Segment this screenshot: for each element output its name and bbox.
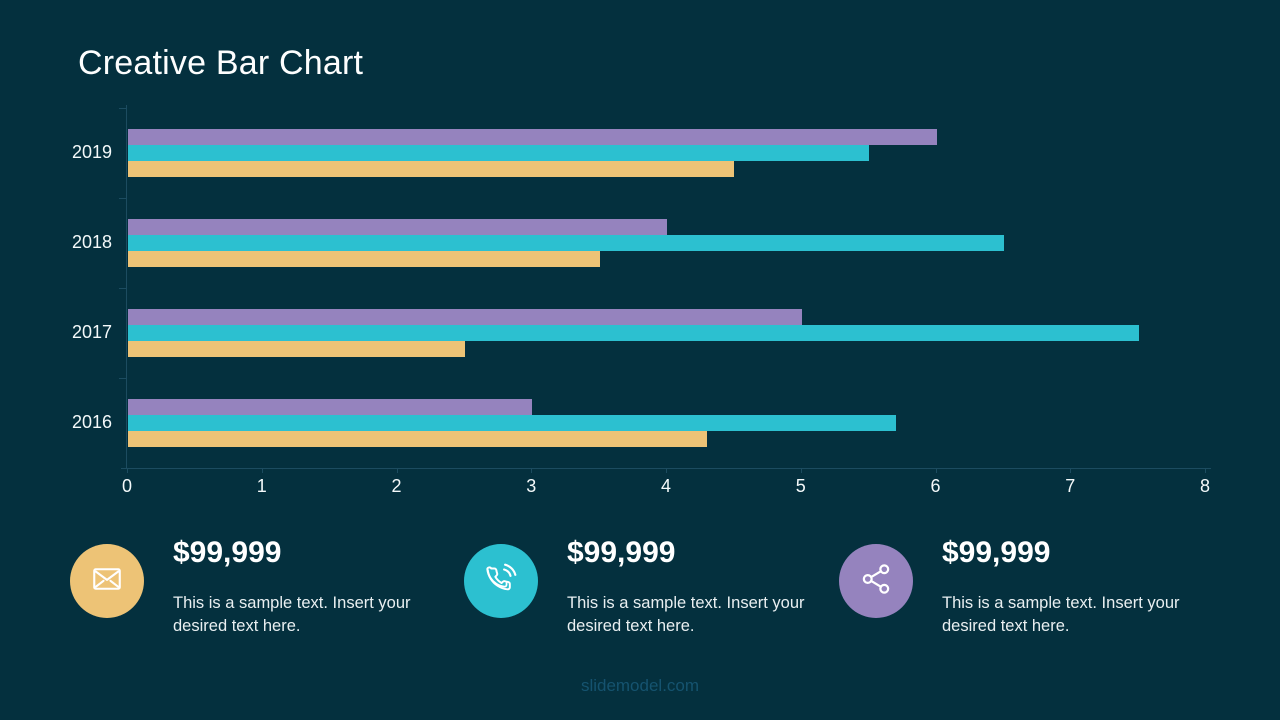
bar-series-orange-2018 [128,251,600,267]
x-axis-label-8: 8 [1199,476,1210,496]
y-axis-label-2016: 2016 [71,412,112,432]
bar-series-orange-2019 [128,161,735,177]
stat-description: This is a sample text. Insert your desir… [942,594,1180,636]
x-axis-label-6: 6 [930,476,941,496]
y-axis-label-2017: 2017 [71,322,112,342]
y-axis-label-2018: 2018 [71,232,112,252]
x-axis-tick [1205,469,1206,473]
chart-y-axis-line [126,105,127,468]
bar-series-purple-2018 [128,219,667,235]
x-axis-tick [1070,469,1072,473]
bar-series-teal-2017 [128,325,1139,341]
x-axis-tick [127,469,128,473]
bar-series-purple-2016 [128,399,533,415]
stat-description: This is a sample text. Insert your desir… [173,594,411,636]
x-axis-tick [531,469,533,473]
x-axis-label-4: 4 [660,476,671,496]
stat-value: $99,999 [567,536,676,569]
x-axis-label-1: 1 [256,476,267,496]
y-axis-tick [119,198,126,199]
watermark-text: slidemodel.com [580,676,700,695]
phone-icon-circle [464,544,538,618]
x-axis-label-0: 0 [121,476,132,496]
x-axis-label-5: 5 [795,476,806,496]
x-axis-tick [261,469,263,473]
x-axis-tick [396,469,398,473]
y-axis-tick [119,378,126,379]
y-axis-label-2019: 2019 [71,142,112,162]
x-axis-label-7: 7 [1065,476,1076,496]
bar-series-purple-2019 [128,129,937,145]
slide-title: Creative Bar Chart [78,44,364,82]
x-axis-label-2: 2 [391,476,402,496]
x-axis-tick [666,469,667,473]
y-axis-tick [119,288,126,289]
phone-icon [484,562,518,601]
bar-series-orange-2016 [128,431,708,447]
share-icon-circle [839,544,913,618]
bar-series-teal-2019 [128,145,870,161]
mail-icon [89,561,125,602]
mail-icon-circle [70,544,144,618]
share-icon [858,561,894,602]
stat-value: $99,999 [942,536,1051,569]
x-axis-tick [800,469,802,473]
y-axis-tick [119,108,126,109]
bar-series-purple-2017 [128,309,802,325]
stat-value: $99,999 [173,536,282,569]
bar-series-orange-2017 [128,341,465,357]
bar-series-teal-2018 [128,235,1004,251]
bar-series-teal-2016 [128,415,897,431]
chart-x-axis-line [121,468,1211,469]
x-axis-tick [935,469,937,473]
stat-description: This is a sample text. Insert your desir… [567,594,805,636]
x-axis-label-3: 3 [526,476,537,496]
